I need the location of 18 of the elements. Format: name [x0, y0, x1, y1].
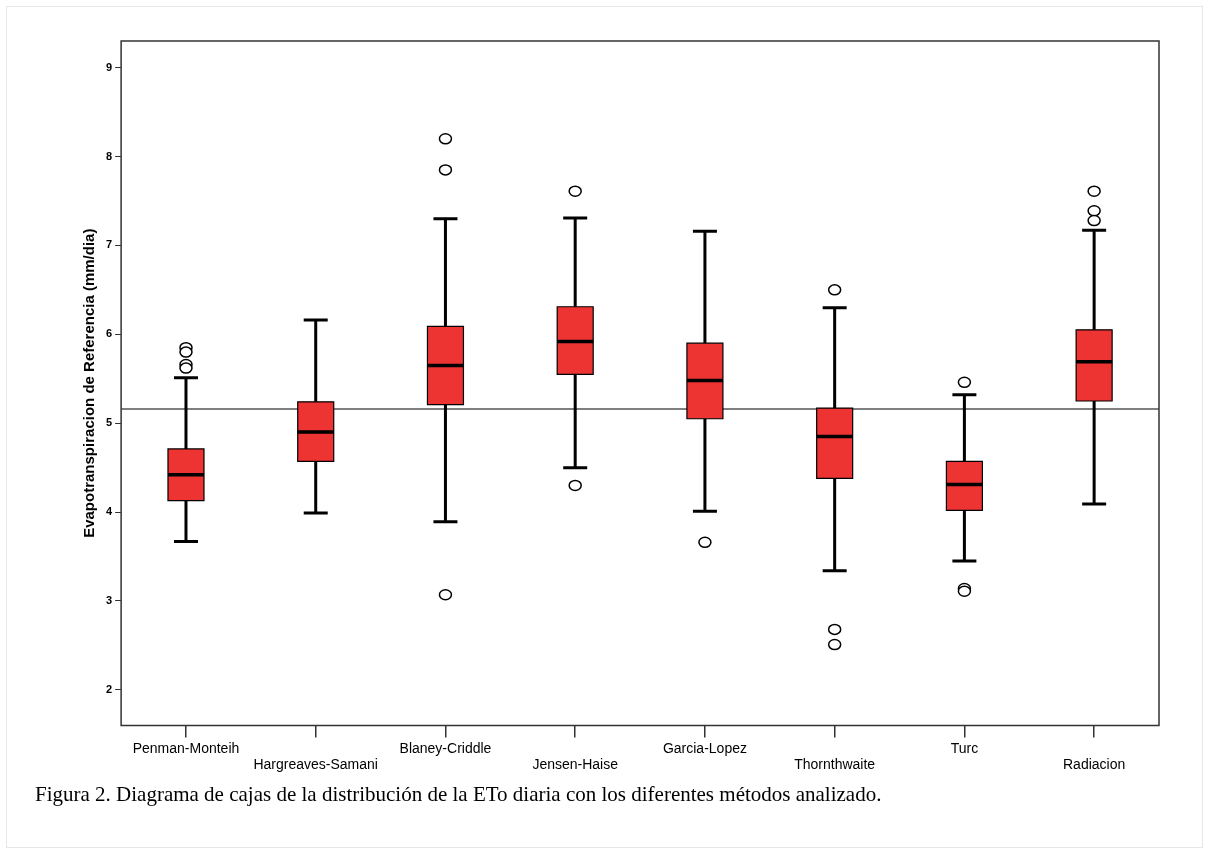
x-tick-label: Turc: [950, 739, 979, 756]
y-tick-label: 9: [105, 60, 113, 73]
text: Figura 2. Diagrama de cajas de la distribución de la ETo diaria con los diferentes métodos analizado.: [35, 782, 882, 807]
x-tick-label: Hargreaves-Samani: [253, 756, 378, 773]
x-tick-label: Garcia-Lopez: [662, 739, 747, 756]
x-tick-label: Thornthwaite: [794, 756, 876, 773]
x-tick-label: Blaney-Criddle: [399, 739, 492, 756]
x-tick-label: Penman-Monteih: [132, 739, 240, 756]
y-tick-label: 7: [105, 238, 113, 251]
y-tick-label: 3: [105, 593, 113, 606]
x-tick-label: Radiacion: [1063, 756, 1126, 773]
y-tick-label: 4: [105, 505, 113, 518]
y-tick-label: 6: [105, 327, 113, 340]
y-tick-label: 8: [105, 149, 113, 162]
x-tick-label: Jensen-Haise: [532, 756, 619, 773]
y-tick-label: 5: [105, 416, 113, 429]
y-axis-title: Evapotranspiracion de Referencia (mm/dia): [80, 228, 98, 538]
y-tick-label: 2: [105, 682, 113, 695]
